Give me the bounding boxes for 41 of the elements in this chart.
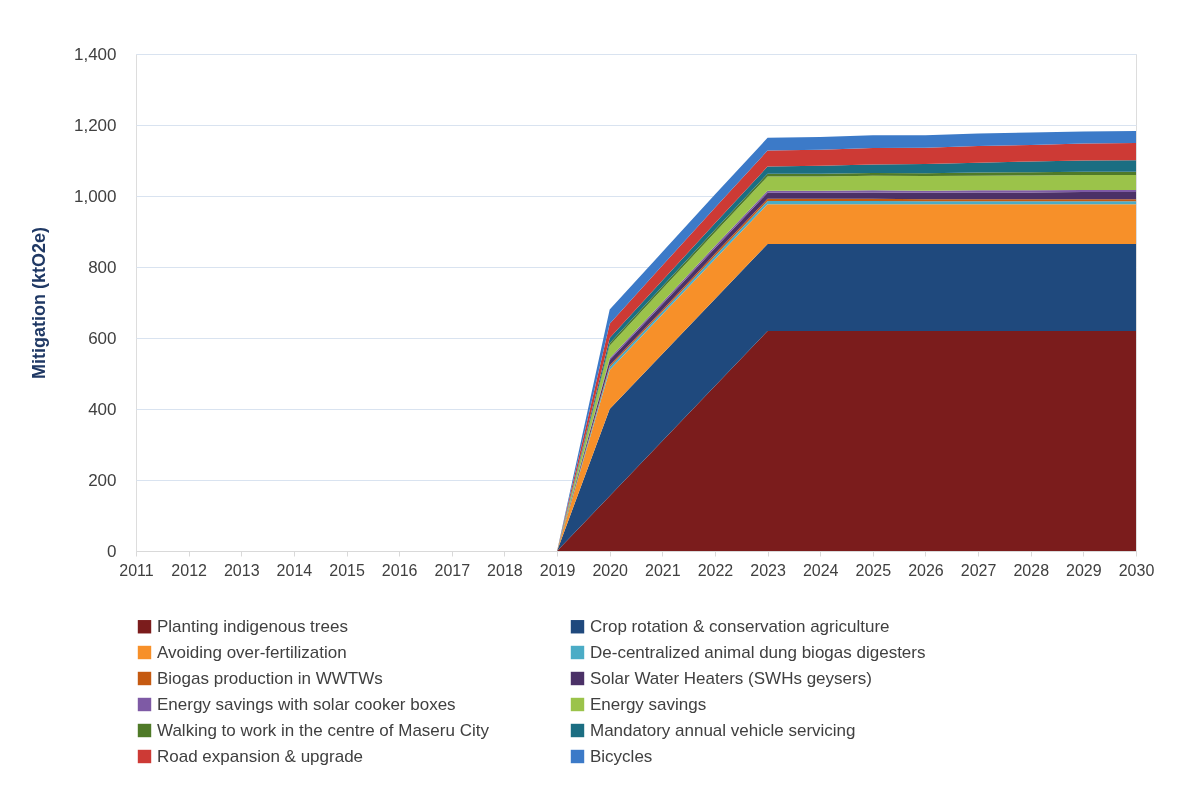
x-tick-label: 2029 bbox=[1066, 561, 1102, 579]
y-tick-label: 200 bbox=[88, 470, 117, 490]
x-tick-label: 2027 bbox=[960, 561, 997, 579]
legend-label: Mandatory annual vehicle servicing bbox=[590, 720, 856, 740]
y-tick-label: 1,000 bbox=[73, 186, 117, 206]
x-tick-label: 2028 bbox=[1013, 561, 1050, 579]
x-tick-label: 2024 bbox=[802, 561, 839, 579]
x-tick-label: 2013 bbox=[223, 561, 260, 579]
legend-label: De-centralized animal dung biogas digesters bbox=[590, 642, 926, 662]
legend-label: Walking to work in the centre of Maseru City bbox=[157, 720, 490, 740]
legend-label: Energy savings bbox=[590, 694, 707, 714]
x-tick-label: 2022 bbox=[697, 561, 734, 579]
x-tick-label: 2023 bbox=[750, 561, 786, 579]
x-tick-label: 2015 bbox=[329, 561, 365, 579]
x-tick-label: 2021 bbox=[645, 561, 681, 579]
y-axis-title: Mitigation (ktO2e) bbox=[28, 227, 49, 379]
x-tick-label: 2017 bbox=[434, 561, 471, 579]
y-tick-label: 600 bbox=[88, 328, 117, 348]
legend-label: Bicycles bbox=[590, 746, 653, 766]
x-tick-label: 2011 bbox=[119, 561, 154, 579]
y-tick-label: 400 bbox=[88, 399, 117, 419]
x-tick-label: 2018 bbox=[487, 561, 523, 579]
legend-label: Solar Water Heaters (SWHs geysers) bbox=[590, 668, 872, 688]
y-tick-label: 1,400 bbox=[73, 44, 117, 64]
x-tick-label: 2025 bbox=[855, 561, 892, 579]
legend-label: Road expansion & upgrade bbox=[157, 746, 364, 766]
legend-label: Crop rotation & conservation agriculture bbox=[590, 616, 890, 636]
x-tick-label: 2016 bbox=[381, 561, 418, 579]
legend-label: Energy savings with solar cooker boxes bbox=[157, 694, 456, 714]
y-tick-label: 1,200 bbox=[73, 115, 117, 135]
legend-label: Biogas production in WWTWs bbox=[157, 668, 383, 688]
y-tick-label: 0 bbox=[107, 541, 117, 561]
x-tick-label: 2012 bbox=[171, 561, 208, 579]
x-tick-label: 2019 bbox=[539, 561, 576, 579]
y-tick-label: 800 bbox=[88, 257, 117, 277]
x-tick-label: 2014 bbox=[276, 561, 313, 579]
x-tick-label: 2026 bbox=[908, 561, 944, 579]
legend-label: Avoiding over-fertilization bbox=[157, 642, 347, 662]
x-tick-label: 2020 bbox=[592, 561, 629, 579]
legend-label: Planting indigenous trees bbox=[157, 616, 348, 636]
x-tick-label: 2030 bbox=[1118, 561, 1155, 579]
